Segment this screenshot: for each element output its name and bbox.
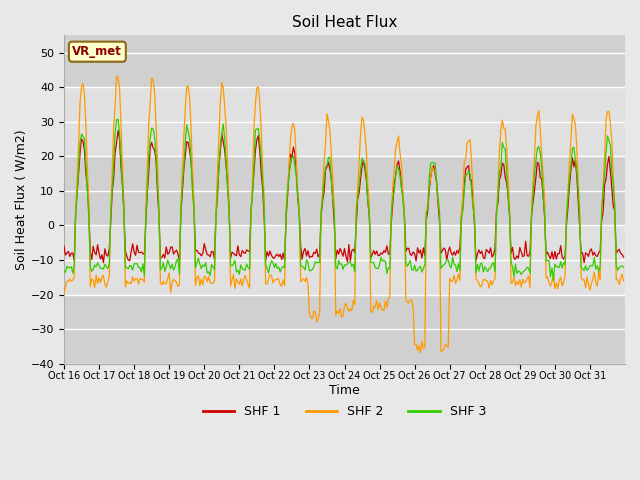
SHF 1 bbox=[618, 252, 626, 257]
Title: Soil Heat Flux: Soil Heat Flux bbox=[292, 15, 397, 30]
SHF 1 bbox=[544, 249, 552, 255]
SHF 3 bbox=[79, 134, 87, 140]
SHF 3 bbox=[114, 116, 122, 122]
Bar bbox=[64, 87, 625, 156]
SHF 1 bbox=[349, 246, 357, 252]
Bar bbox=[64, 36, 625, 87]
SHF 2 bbox=[618, 271, 626, 277]
SHF 2 bbox=[462, 156, 470, 162]
Line: SHF 1: SHF 1 bbox=[64, 131, 623, 263]
SHF 1 bbox=[60, 243, 68, 249]
SHF 3 bbox=[620, 264, 627, 270]
Line: SHF 2: SHF 2 bbox=[64, 76, 623, 353]
Line: SHF 3: SHF 3 bbox=[64, 119, 623, 280]
SHF 2 bbox=[60, 291, 68, 297]
SHF 2 bbox=[113, 73, 120, 79]
SHF 1 bbox=[97, 256, 104, 262]
SHF 3 bbox=[460, 188, 468, 194]
SHF 2 bbox=[79, 80, 87, 86]
SHF 3 bbox=[618, 263, 626, 269]
SHF 3 bbox=[349, 261, 357, 267]
SHF 1 bbox=[620, 254, 627, 260]
Bar bbox=[64, 226, 625, 295]
Text: VR_met: VR_met bbox=[72, 45, 122, 58]
SHF 2 bbox=[417, 350, 424, 356]
Y-axis label: Soil Heat Flux ( W/m2): Soil Heat Flux ( W/m2) bbox=[15, 129, 28, 270]
SHF 1 bbox=[580, 260, 588, 265]
Bar bbox=[64, 156, 625, 226]
SHF 3 bbox=[97, 266, 104, 272]
SHF 2 bbox=[349, 298, 357, 303]
SHF 3 bbox=[60, 268, 68, 274]
SHF 3 bbox=[544, 258, 552, 264]
X-axis label: Time: Time bbox=[329, 384, 360, 397]
Legend: SHF 1, SHF 2, SHF 3: SHF 1, SHF 2, SHF 3 bbox=[198, 400, 491, 423]
SHF 1 bbox=[79, 138, 87, 144]
SHF 1 bbox=[114, 128, 122, 133]
SHF 3 bbox=[550, 277, 557, 283]
Bar bbox=[64, 295, 625, 364]
SHF 2 bbox=[620, 278, 627, 284]
SHF 2 bbox=[545, 280, 553, 286]
SHF 1 bbox=[460, 181, 468, 187]
SHF 2 bbox=[97, 280, 104, 286]
